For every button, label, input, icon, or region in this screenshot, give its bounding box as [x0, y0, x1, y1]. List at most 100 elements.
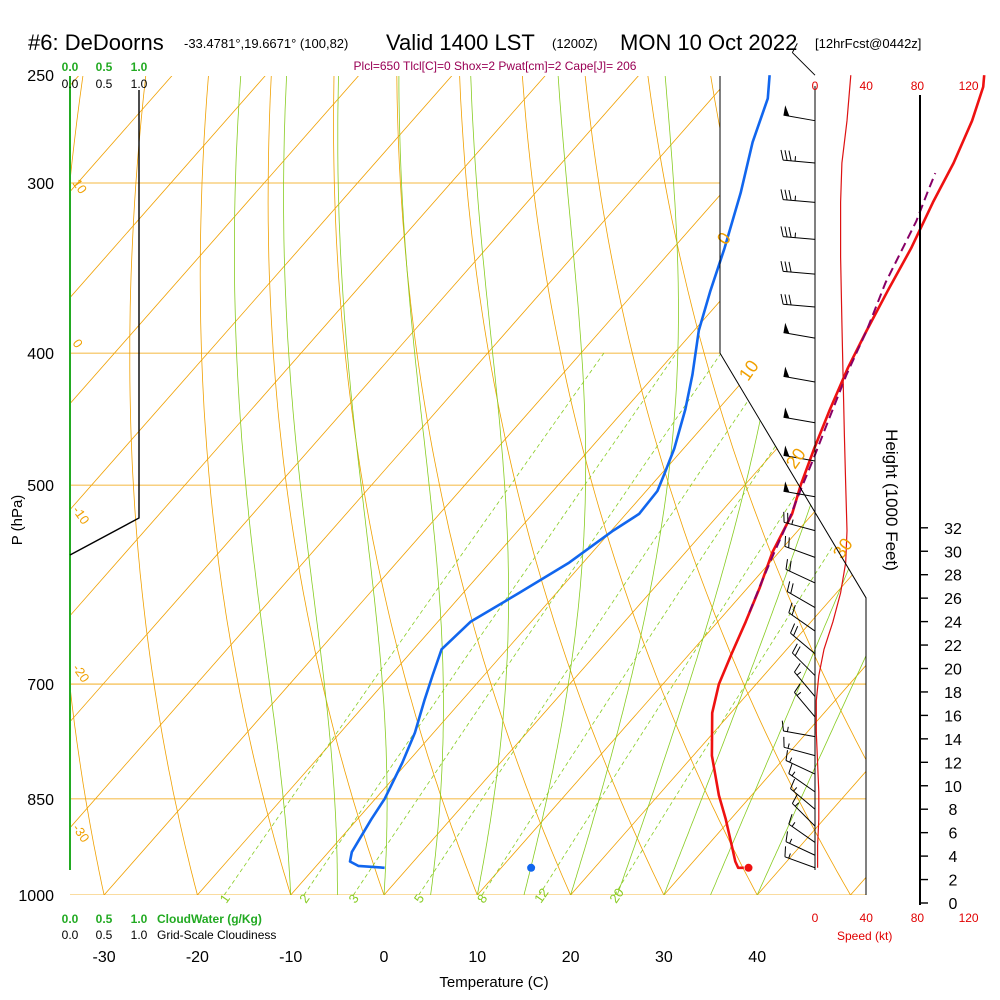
- x-tick-label: -20: [186, 949, 209, 966]
- cloudiness-label: Grid-Scale Cloudiness: [157, 928, 276, 942]
- wind-barb: [785, 750, 816, 775]
- plot-frame-edge: [719, 76, 867, 895]
- series-temperature: [710, 75, 986, 870]
- y-tick-label: 500: [27, 478, 54, 495]
- wind-barb-staff: [783, 746, 816, 757]
- wind-barb-staff: [792, 803, 816, 827]
- mixing-ratio-label: 2: [296, 891, 312, 906]
- wind-barb-full: [786, 581, 791, 592]
- moist-adiabat-line: [756, 76, 866, 895]
- wind-barb-full: [788, 602, 793, 613]
- cloudiness-tick-top: 0.0: [62, 77, 79, 91]
- wind-barb: [791, 643, 816, 676]
- wind-barb-half: [789, 757, 793, 763]
- height-tick-label: 14: [944, 732, 962, 749]
- wind-barb: [780, 189, 816, 203]
- wind-barb-full: [791, 643, 798, 654]
- wind-barb-staff: [783, 270, 816, 275]
- title-valid: Valid 1400 LST: [386, 30, 535, 55]
- wind-barb: [794, 683, 816, 718]
- isotherm-line: [70, 76, 569, 895]
- wind-barb-half: [796, 671, 802, 676]
- isotherm-line: [70, 76, 476, 895]
- x-tick-label: -30: [93, 949, 116, 966]
- moist-adiabat-line: [337, 76, 388, 895]
- wind-barb-full: [780, 189, 784, 200]
- y-tick-label: 250: [27, 68, 54, 85]
- wind-barb-staff: [783, 730, 816, 738]
- mixing-ratio-line: [481, 352, 838, 895]
- wind-barb: [794, 663, 816, 697]
- mixing-ratio-label: 12: [531, 885, 552, 905]
- wind-barb-flag: [783, 322, 790, 334]
- wind-barb: [780, 261, 816, 275]
- wind-barb: [783, 407, 816, 424]
- axes: 1 2 3 5 8 12 20100-10-20-3001020300.00.00.00.0…: [18, 60, 979, 966]
- height-tick-label: 6: [949, 826, 958, 843]
- x-tick-label: 0: [380, 949, 389, 966]
- mixing-ratio-label: 20: [606, 885, 627, 905]
- title-forecast: [12hrFcst@0442z]: [815, 36, 921, 51]
- cloudwater-tick-bottom: 0.5: [96, 912, 113, 926]
- wind-barb-full: [784, 226, 788, 238]
- isotherm-line: [70, 76, 383, 895]
- mixing-ratio-line: [614, 352, 866, 895]
- wind-barb-full: [788, 537, 790, 548]
- isotherm-line: [451, 76, 866, 895]
- wind-barb-full: [784, 261, 788, 272]
- wind-barb-staff: [783, 332, 816, 339]
- wind-barb-full: [790, 623, 796, 634]
- wind-speed-profile: [815, 75, 852, 868]
- wind-barb: [783, 105, 816, 122]
- wind-barb: [785, 559, 816, 584]
- wind-barb-full: [788, 150, 792, 161]
- wind-barb-full: [784, 150, 788, 161]
- wind-barb-flag: [783, 445, 790, 457]
- wind-barb-staff: [783, 159, 816, 164]
- wind-barb-staff: [785, 760, 816, 775]
- isotherm-line: [70, 76, 196, 895]
- wind-barb: [785, 831, 816, 856]
- wind-barb-half: [789, 838, 793, 844]
- dry-adiabat-line: [575, 76, 866, 895]
- x-tick-label: 30: [655, 949, 673, 966]
- cloud-panel: [69, 76, 140, 870]
- cloudiness-tick-top: 1.0: [131, 77, 148, 91]
- mixing-ratio-label: 3: [345, 891, 361, 906]
- isotherm-line: [70, 76, 849, 895]
- title-zulu: (1200Z): [552, 36, 598, 51]
- wind-barb: [780, 149, 816, 164]
- cloudwater-tick-top: 0.0: [62, 60, 79, 74]
- height-tick-label: 26: [944, 591, 962, 608]
- moist-adiabat-line: [523, 76, 587, 895]
- cloudwater-tick-top: 0.5: [96, 60, 113, 74]
- dry-adiabat-label: 0: [70, 336, 86, 351]
- speed-tick-bottom: 0: [812, 911, 819, 925]
- wind-barb-staff: [784, 856, 816, 869]
- mixing-ratio-line: [223, 352, 605, 895]
- cloudwater-tick-top: 1.0: [131, 60, 148, 74]
- wind-barb-half: [791, 771, 796, 777]
- isotherm-line: [638, 76, 866, 895]
- wind-barb: [780, 293, 816, 308]
- moist-adiabat-line: [663, 76, 866, 895]
- thermo-background: [70, 76, 866, 895]
- isotherm-line: [70, 76, 756, 895]
- wind-barb-staff: [792, 52, 816, 76]
- speed-tick-top: 120: [959, 79, 979, 93]
- wind-barb-full: [788, 189, 792, 201]
- wind-barb-full: [788, 763, 793, 774]
- series-dewpoint: [348, 75, 771, 870]
- wind-barb: [783, 511, 816, 532]
- wind-barb: [783, 366, 816, 383]
- speed-axis-label: Speed (kt): [837, 929, 892, 943]
- mixing-ratio-label: 5: [411, 891, 427, 906]
- wind-barb-staff: [783, 303, 816, 308]
- wind-barb-staff: [794, 671, 816, 697]
- wind-barb-full: [790, 778, 796, 789]
- moist-adiabat-line: [570, 76, 679, 895]
- isotherm-line: [171, 76, 866, 895]
- speed-tick-bottom: 40: [860, 911, 874, 925]
- wind-barb: [780, 226, 816, 240]
- wind-barb-full: [785, 559, 789, 570]
